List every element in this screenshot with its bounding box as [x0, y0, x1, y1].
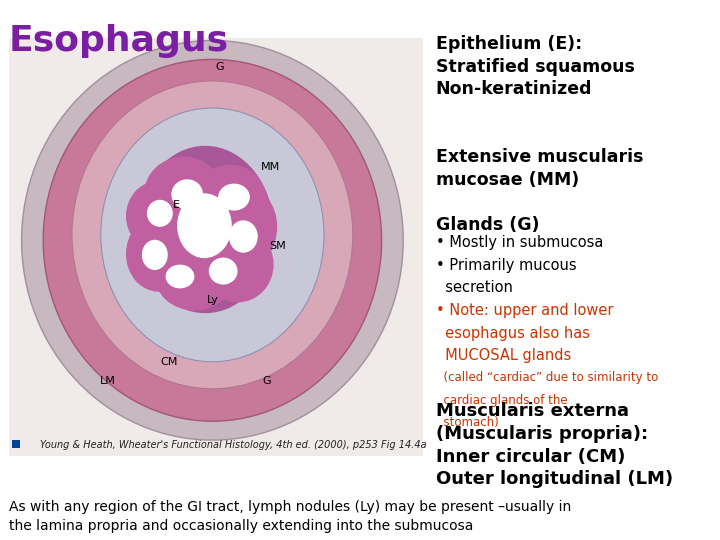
Text: cardiac glands of the: cardiac glands of the	[436, 394, 567, 407]
Text: Young & Heath, Wheater's Functional Histology, 4th ed. (2000), p253 Fig 14.4a: Young & Heath, Wheater's Functional Hist…	[40, 441, 426, 450]
Ellipse shape	[171, 179, 203, 210]
Ellipse shape	[72, 81, 353, 389]
Bar	[12, 440, 20, 448]
Ellipse shape	[142, 240, 168, 270]
Text: E: E	[173, 200, 180, 210]
Text: Non-keratinized: Non-keratinized	[436, 80, 592, 98]
Ellipse shape	[147, 200, 173, 227]
Text: Outer longitudinal (LM): Outer longitudinal (LM)	[436, 470, 672, 488]
Text: Stratified squamous: Stratified squamous	[436, 58, 634, 76]
Text: mucosae (MM): mucosae (MM)	[436, 171, 579, 189]
Text: (called “cardiac” due to similarity to: (called “cardiac” due to similarity to	[436, 371, 658, 384]
Ellipse shape	[126, 216, 191, 292]
Text: As with any region of the GI tract, lymph nodules (Ly) may be present –usually i: As with any region of the GI tract, lymp…	[9, 500, 571, 533]
Text: G: G	[262, 376, 271, 386]
Ellipse shape	[137, 146, 274, 313]
Text: esophagus also has: esophagus also has	[436, 326, 590, 341]
Text: • Mostly in submucosa: • Mostly in submucosa	[436, 235, 603, 250]
Ellipse shape	[212, 186, 277, 267]
Text: Ly: Ly	[207, 295, 218, 305]
Ellipse shape	[155, 240, 234, 310]
Ellipse shape	[43, 59, 382, 421]
Ellipse shape	[126, 181, 191, 251]
Text: Esophagus: Esophagus	[9, 24, 229, 58]
Text: MM: MM	[261, 163, 279, 172]
Text: (Muscularis propria):: (Muscularis propria):	[436, 425, 648, 443]
Text: • Note: upper and lower: • Note: upper and lower	[436, 303, 613, 318]
Text: Glands (G): Glands (G)	[436, 216, 539, 234]
Text: Muscularis externa: Muscularis externa	[436, 402, 629, 420]
Text: Extensive muscularis: Extensive muscularis	[436, 148, 643, 166]
Text: secretion: secretion	[436, 280, 513, 295]
Ellipse shape	[22, 40, 403, 440]
Ellipse shape	[218, 184, 250, 211]
Text: Epithelium (E):: Epithelium (E):	[436, 35, 582, 53]
Ellipse shape	[144, 157, 223, 232]
Text: stomach): stomach)	[436, 416, 498, 429]
Ellipse shape	[177, 193, 232, 258]
Ellipse shape	[209, 258, 238, 285]
Text: CM: CM	[161, 357, 178, 367]
Ellipse shape	[194, 165, 266, 235]
Text: MUCOSAL glands: MUCOSAL glands	[436, 348, 571, 363]
Ellipse shape	[101, 108, 324, 362]
Text: • Primarily mucous: • Primarily mucous	[436, 258, 576, 273]
Bar	[9, 38, 423, 456]
Text: LM: LM	[100, 376, 116, 386]
Ellipse shape	[229, 220, 258, 253]
Ellipse shape	[166, 265, 194, 288]
Ellipse shape	[202, 227, 274, 302]
Text: SM: SM	[269, 241, 286, 251]
Text: G: G	[215, 63, 224, 72]
Text: Inner circular (CM): Inner circular (CM)	[436, 448, 625, 465]
